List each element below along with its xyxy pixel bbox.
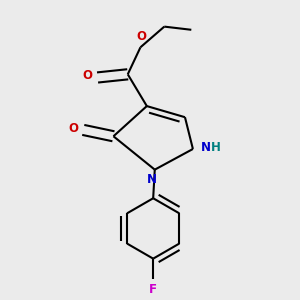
Text: N: N [201, 141, 211, 154]
Text: O: O [136, 29, 146, 43]
Text: O: O [68, 122, 79, 135]
Text: O: O [83, 69, 93, 82]
Text: H: H [210, 141, 220, 154]
Text: F: F [149, 283, 157, 296]
Text: N: N [147, 173, 157, 186]
